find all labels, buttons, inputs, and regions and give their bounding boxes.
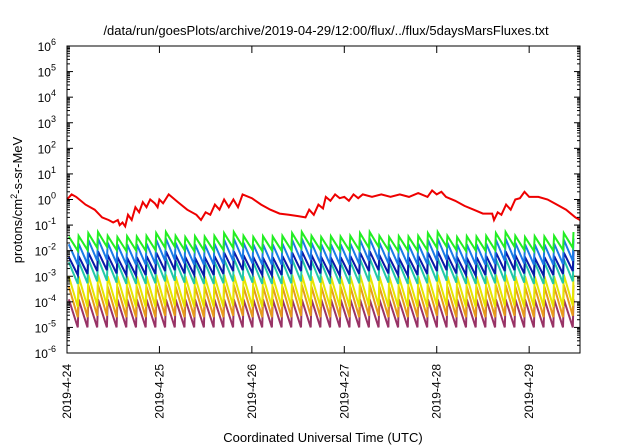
y-tick-label: 10-4 [35, 293, 56, 310]
y-tick-label: 102 [38, 139, 56, 156]
x-tick-label: 2019-4-26 [245, 364, 259, 419]
x-tick-label: 2019-4-25 [152, 364, 166, 419]
chart-title: /data/run/goesPlots/archive/2019-04-29/1… [103, 23, 549, 38]
y-tick-label: 10-3 [35, 267, 56, 284]
y-tick-label: 103 [38, 114, 56, 131]
y-axis: 10-6 10-5 10-4 10-3 10-2 10-1 100 101 102 103 104 1… [35, 37, 580, 361]
y-axis-label-main: protons/cm [10, 199, 25, 263]
series-line-0 [66, 189, 581, 229]
x-tick-label: 2019-4-24 [60, 364, 74, 419]
y-tick-label: 105 [38, 63, 56, 80]
y-tick-label: 100 [38, 191, 56, 208]
y-tick-label: 10-5 [35, 318, 56, 335]
y-tick-label: 10-2 [35, 242, 56, 259]
x-axis-label: Coordinated Universal Time (UTC) [223, 430, 422, 445]
y-tick-label: 10-6 [35, 344, 56, 361]
y-tick-label: 106 [38, 37, 56, 54]
y-axis-label-sup: 2 [9, 194, 19, 199]
y-axis-label-rest: -s-sr-MeV [10, 136, 25, 193]
series-layer [66, 189, 581, 328]
series-line-1 [67, 228, 575, 255]
x-axis: 2019-4-24 2019-4-25 2019-4-26 2019-4-27 2019… [60, 46, 536, 419]
y-tick-label: 101 [38, 165, 56, 182]
x-tick-label: 2019-4-28 [430, 364, 444, 419]
x-tick-label: 2019-4-29 [522, 364, 536, 419]
y-tick-label: 10-1 [35, 216, 56, 233]
y-axis-label: protons/cm2-s-sr-MeV [9, 136, 25, 263]
y-tick-label: 104 [38, 88, 56, 105]
x-tick-label: 2019-4-27 [337, 364, 351, 419]
